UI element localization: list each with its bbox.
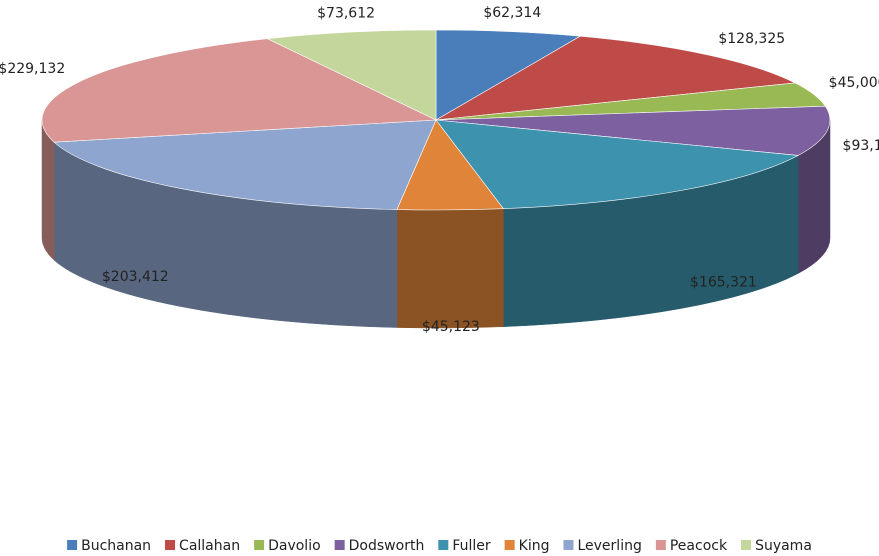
legend-label: Peacock [670,538,728,554]
pie-slice-side [41,119,55,261]
pie-slice [266,29,437,121]
legend-label: Davolio [268,538,321,554]
legend-label: Suyama [755,538,812,554]
data-label: $73,612 [317,6,375,22]
legend-swatch [741,540,752,550]
pie-slice [435,105,831,156]
legend-swatch [67,540,78,550]
data-label: $45,123 [422,319,480,335]
pie-slice [435,29,582,121]
pie-slice [435,119,800,209]
legend-label: Callahan [179,538,240,554]
pie-slice [53,119,437,210]
legend-label: King [519,538,550,554]
legend-label: Leverling [577,538,641,554]
legend-swatch [504,540,515,550]
data-label: $229,132 [0,61,65,77]
data-label: $45,000 [829,75,879,91]
data-label: $62,314 [483,5,541,21]
pie-slice-side [396,208,504,329]
data-label: $203,412 [102,269,169,285]
legend-label: Fuller [452,538,491,554]
legend-swatch [655,540,666,550]
legend-swatch [563,540,574,550]
data-label: $93,123 [843,138,879,154]
legend-label: Dodsworth [349,538,425,554]
pie-slice [41,38,438,143]
data-label: $165,321 [690,274,757,290]
legend-label: Buchanan [81,538,151,554]
pie-slice [435,35,797,121]
legend-swatch [165,540,176,550]
legend-swatch [334,540,345,550]
legend-swatch [254,540,265,550]
legend-swatch [438,540,449,550]
data-label: $128,325 [718,31,785,47]
